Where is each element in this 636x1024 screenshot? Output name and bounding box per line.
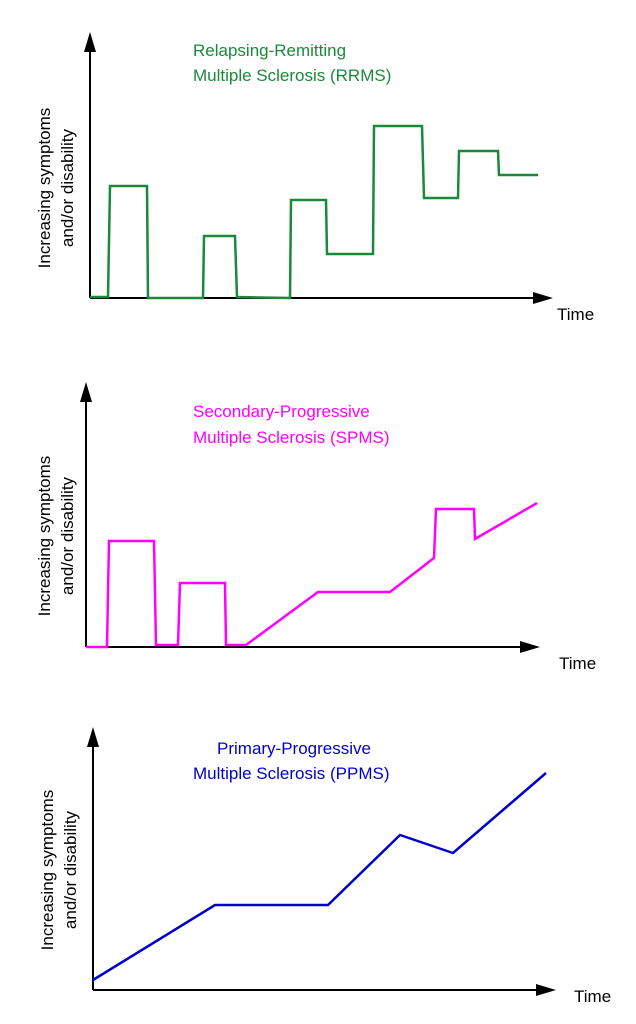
y-label: and/or disability <box>58 128 77 247</box>
y-label: and/or disability <box>58 476 77 595</box>
title-line: Secondary-Progressive <box>193 402 370 421</box>
x-label: Time <box>557 305 594 324</box>
rrms-curve <box>90 124 538 300</box>
x-arrow <box>536 984 556 996</box>
y-label: Increasing symptoms <box>35 456 54 617</box>
y-arrow <box>87 727 99 747</box>
x-arrow <box>520 641 540 653</box>
title-line: Multiple Sclerosis (PPMS) <box>193 764 390 783</box>
title-line: Primary-Progressive <box>217 739 371 758</box>
x-arrow <box>533 292 553 304</box>
y-label: Increasing symptoms <box>38 790 57 951</box>
panel-spms: Secondary-Progressive Multiple Sclerosis… <box>35 382 596 673</box>
y-arrow <box>84 32 96 52</box>
x-label: Time <box>559 654 596 673</box>
title-line: Relapsing-Remitting <box>193 41 346 60</box>
y-label: Increasing symptoms <box>35 108 54 269</box>
panel-ppms: Primary-Progressive Multiple Sclerosis (… <box>38 727 611 1006</box>
title-line: Multiple Sclerosis (SPMS) <box>193 428 390 447</box>
y-arrow <box>80 382 92 402</box>
ppms-curve <box>92 772 547 982</box>
spms-curve <box>86 501 538 649</box>
title-line: Multiple Sclerosis (RRMS) <box>193 66 391 85</box>
x-label: Time <box>574 987 611 1006</box>
panel-rrms: Relapsing-Remitting Multiple Sclerosis (… <box>35 32 594 324</box>
y-label: and/or disability <box>61 810 80 929</box>
